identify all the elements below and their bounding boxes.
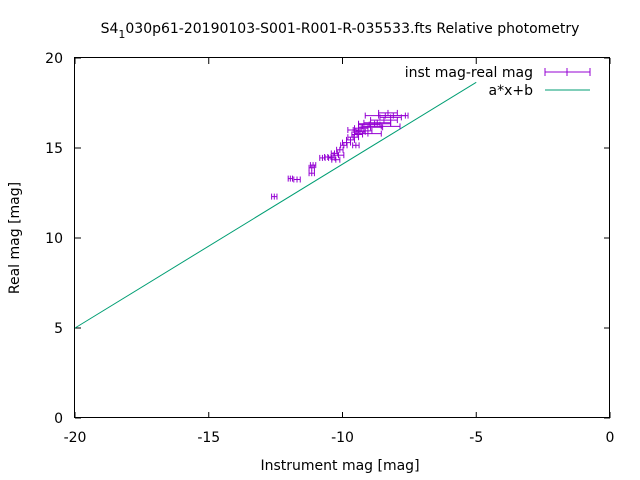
x-tick-label: -20 <box>64 430 87 446</box>
x-axis-ticks: -20 -15 -10 -5 0 <box>64 58 615 446</box>
x-tick-label: -5 <box>469 430 483 446</box>
legend-label-fit: a*x+b <box>489 83 534 99</box>
errorbar-point <box>271 193 278 200</box>
y-axis-ticks: 0 5 10 15 20 <box>45 51 610 427</box>
x-tick-label: 0 <box>606 430 615 446</box>
y-tick-label: 15 <box>45 141 63 157</box>
chart-title-subscript: 1 <box>118 28 125 41</box>
errorbar-point <box>352 142 360 149</box>
x-tick-label: -10 <box>331 430 354 446</box>
errorbar-layer <box>271 109 409 200</box>
errorbar-point <box>358 120 392 127</box>
legend: inst mag-real mag a*x+b <box>405 65 591 99</box>
errorbar-point <box>324 154 332 160</box>
fit-line <box>74 81 477 329</box>
legend-label-errorbars: inst mag-real mag <box>405 65 533 81</box>
errorbar-point <box>340 142 348 149</box>
chart-title-suffix: 030p61-20190103-S001-R001-R-035533.fts R… <box>125 21 579 37</box>
errorbar-point <box>293 176 301 183</box>
errorbar-point <box>308 164 315 171</box>
errorbar-point <box>287 175 293 182</box>
errorbar-point <box>370 117 398 124</box>
plot-frame <box>74 57 610 418</box>
x-axis-label: Instrument mag [mag] <box>260 458 419 474</box>
errorbar-point <box>358 121 381 128</box>
y-tick-label: 5 <box>54 321 63 337</box>
errorbar-point <box>378 112 409 119</box>
y-axis-label: Real mag [mag] <box>7 182 23 294</box>
errorbar-point <box>308 170 315 177</box>
x-tick-label: -15 <box>197 430 220 446</box>
errorbar-point <box>378 109 398 116</box>
errorbar-point <box>309 162 317 169</box>
chart-title-prefix: S4 <box>101 21 119 37</box>
errorbar-point <box>354 130 382 137</box>
errorbar-point <box>347 127 360 133</box>
errorbar-point <box>332 152 345 159</box>
chart-title: S41030p61-20190103-S001-R001-R-035533.ft… <box>101 21 580 41</box>
y-tick-label: 0 <box>54 411 63 427</box>
fit-line-layer <box>74 81 477 329</box>
errorbar-point <box>351 131 364 138</box>
y-tick-label: 10 <box>45 231 63 247</box>
y-tick-label: 20 <box>45 51 63 67</box>
errorbar-point <box>331 156 341 163</box>
errorbar-point <box>336 146 344 153</box>
